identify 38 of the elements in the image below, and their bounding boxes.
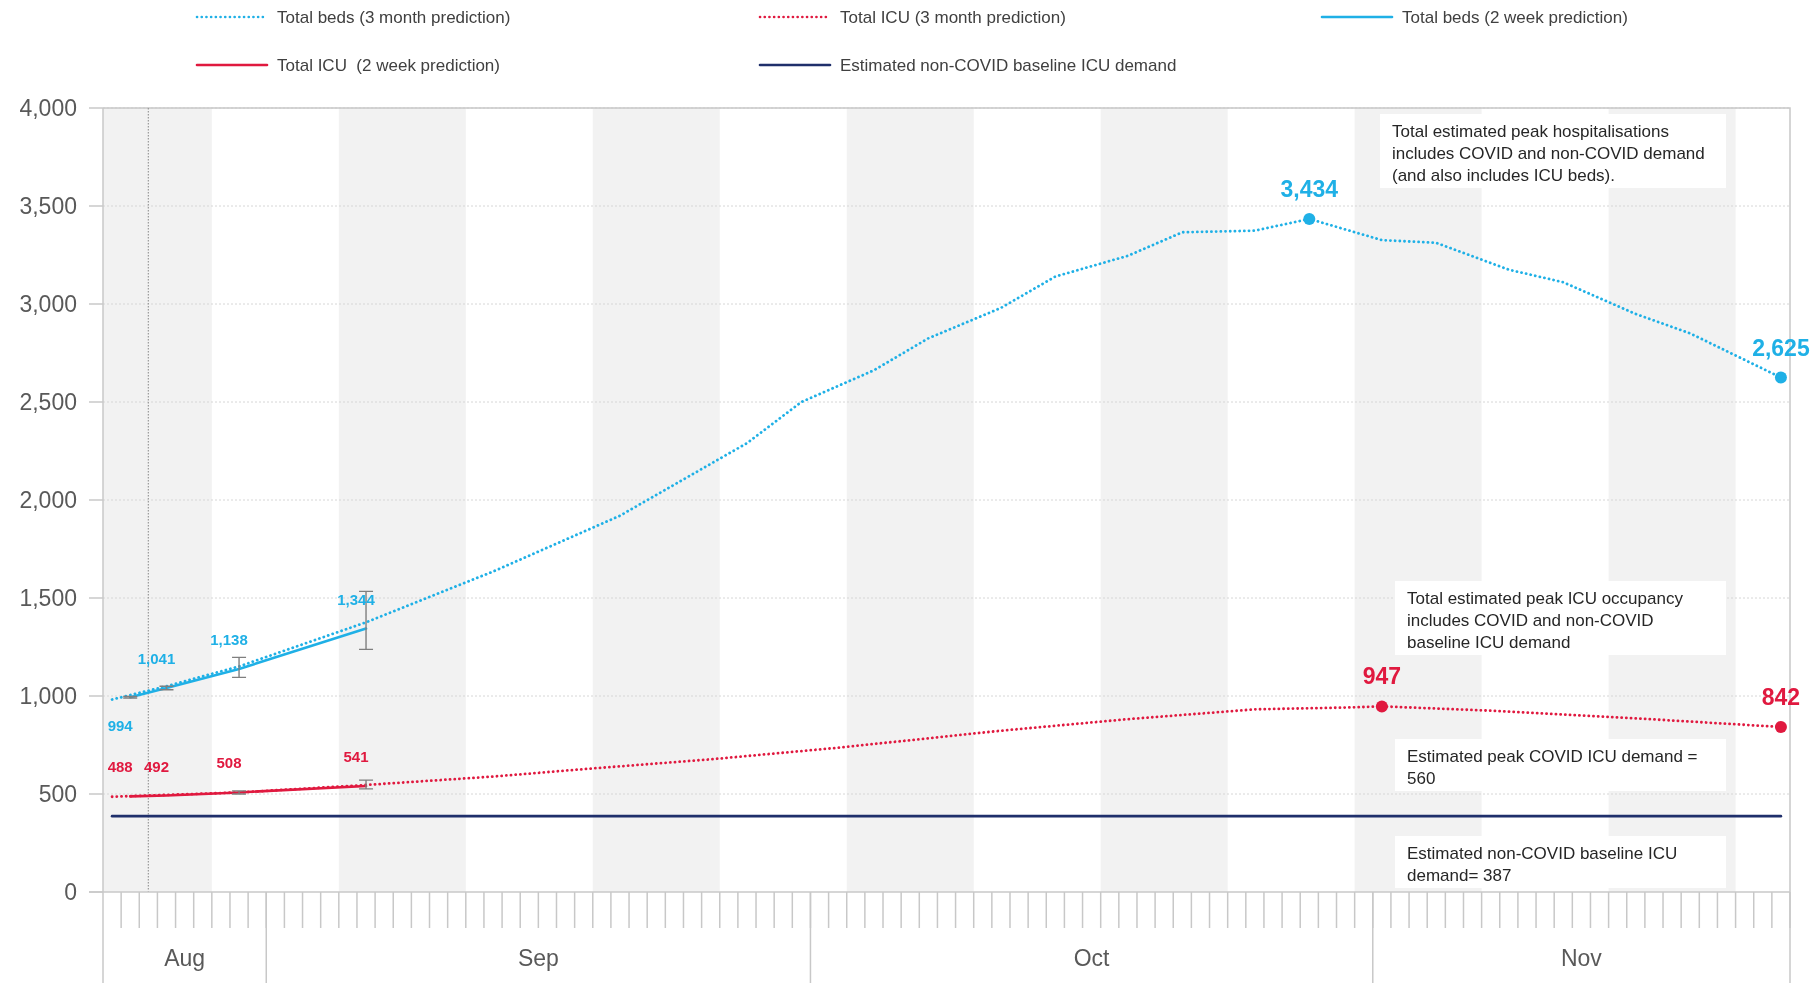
annotation: Estimated peak COVID ICU demand = 560 [1407,747,1698,788]
data-label: 541 [343,747,369,765]
point [1303,212,1316,225]
annotation: Total estimated peak ICU occupancy includes COVID and non-COVID baseline ICU demand [1407,589,1684,652]
data-label: 2,625 [1752,334,1810,361]
y-tick-label: 3,500 [19,193,77,219]
data-label: 492 [143,757,169,775]
y-tick-label: 3,000 [19,291,77,317]
x-tick-label: Sep [517,945,559,971]
data-label: 1,138 [210,630,248,648]
data-label: 947 [1362,663,1402,690]
y-tick-label: 1,500 [19,585,77,611]
data-label: 842 [1761,683,1801,710]
x-tick-label: Oct [1073,945,1111,971]
y-tick-label: 2,000 [19,487,77,513]
y-tick-label: 0 [64,879,77,905]
data-label: 488 [107,758,133,776]
annotation: Estimated non-COVID baseline ICU demand= 387 [1407,844,1678,885]
data-label: 3,434 [1280,175,1339,202]
point [1774,720,1787,733]
legend-label: Total ICU (3 month prediction) [840,8,1066,27]
point [1375,700,1388,713]
data-label: 994 [107,717,134,735]
data-label: 1,041 [137,649,176,667]
y-tick-label: 4,000 [19,95,77,121]
y-tick-label: 1,000 [19,683,77,709]
data-label: 508 [216,754,242,772]
y-tick-label: 500 [38,781,77,807]
legend-label: Total beds (2 week prediction) [1402,8,1628,27]
legend-label: Total ICU (2 week prediction) [277,56,500,75]
y-tick-label: 2,500 [19,389,77,415]
legend-label: Total beds (3 month prediction) [277,8,511,27]
x-tick-label: Aug [164,945,206,971]
legend-label: Estimated non-COVID baseline ICU demand [840,56,1177,75]
point [1774,371,1787,384]
x-tick-label: Nov [1560,945,1603,971]
annotation: Total estimated peak hospitalisations includes COVID and non-COVID demand (and also includes ICU beds). [1392,122,1705,185]
data-label: 1,344 [337,590,376,608]
